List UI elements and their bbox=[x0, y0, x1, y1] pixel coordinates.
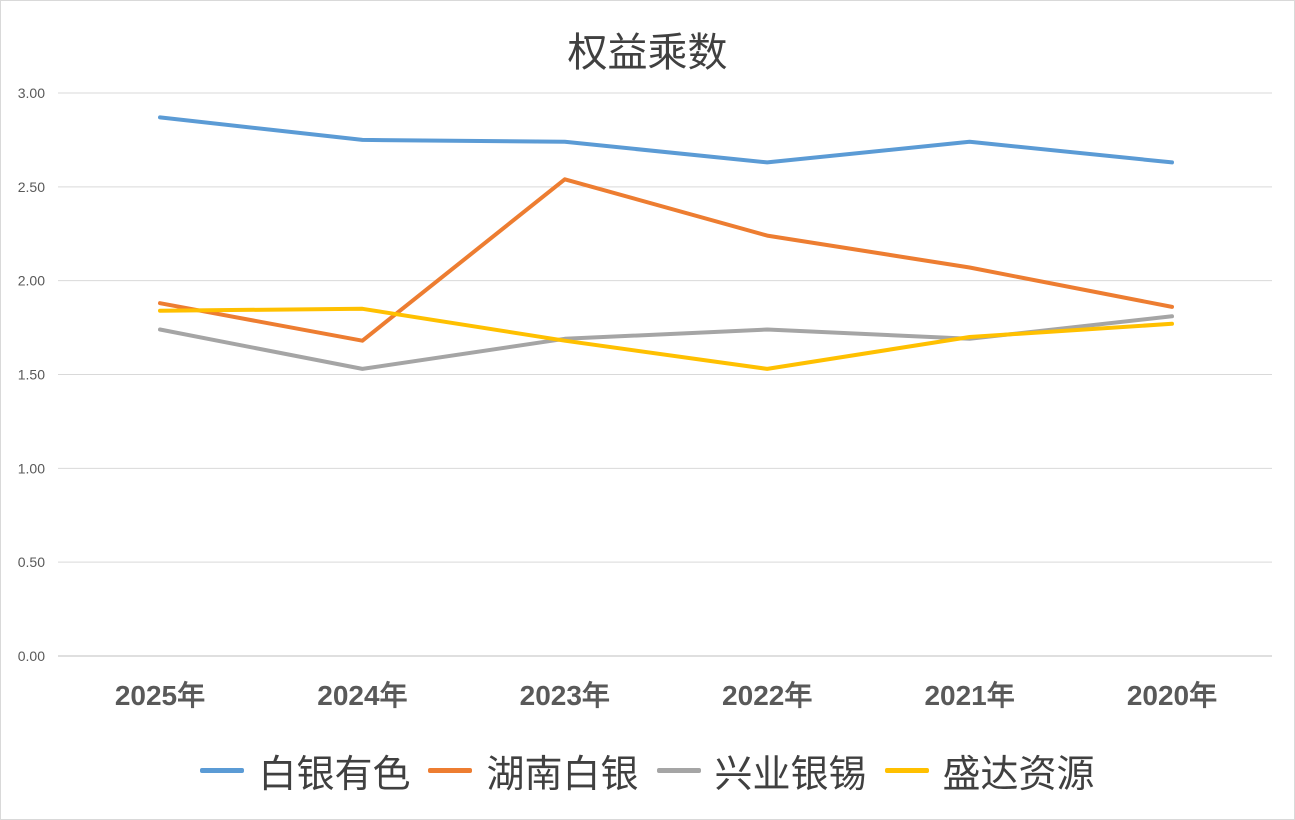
series-line-2 bbox=[158, 314, 1174, 371]
y-axis-ticks: 0.00 0.50 1.00 1.50 2.00 2.50 3.00 bbox=[18, 85, 45, 664]
series-line-3 bbox=[158, 306, 1174, 371]
legend: 白银有色 湖南白银 兴业银锡 盛达资源 bbox=[0, 742, 1295, 798]
y-tick-label: 0.50 bbox=[18, 554, 45, 570]
y-tick-label: 0.00 bbox=[18, 648, 45, 664]
plot-area: 0.000.501.001.502.002.503.00 2025年 2024年 2… bbox=[18, 85, 1272, 711]
legend-swatch bbox=[200, 767, 245, 773]
y-tick-label: 1.50 bbox=[18, 367, 45, 383]
x-axis-ticks: 2025年 2024年 2023年 2022年 2021年 2020年 bbox=[115, 679, 1217, 711]
x-tick-label: 2025年 bbox=[115, 679, 205, 711]
y-tick-label: 2.00 bbox=[18, 273, 45, 289]
legend-swatch bbox=[884, 767, 929, 773]
legend-item-2: 兴业银锡 bbox=[656, 743, 867, 798]
legend-item-3: 盛达资源 bbox=[884, 743, 1095, 798]
legend-item-0: 白银有色 bbox=[200, 743, 410, 798]
legend-swatch bbox=[428, 767, 473, 773]
y-tick-label: 2.50 bbox=[18, 179, 45, 195]
series-line-0 bbox=[158, 115, 1174, 165]
legend-item-1: 湖南白银 bbox=[428, 743, 639, 798]
legend-label: 湖南白银 bbox=[486, 751, 639, 796]
gridlines bbox=[58, 92, 1272, 657]
legend-label: 白银有色 bbox=[258, 751, 411, 796]
x-tick-label: 2023年 bbox=[520, 679, 610, 711]
legend-swatch bbox=[656, 767, 701, 773]
x-tick-label: 2021年 bbox=[924, 679, 1014, 711]
y-tick-label: 1.00 bbox=[18, 460, 45, 476]
series-line-1 bbox=[158, 177, 1174, 343]
x-tick-label: 2024年 bbox=[317, 679, 407, 711]
legend-label: 兴业银锡 bbox=[714, 751, 867, 796]
x-tick-label: 2022年 bbox=[722, 679, 812, 711]
legend-label: 盛达资源 bbox=[942, 751, 1095, 796]
series-lines bbox=[158, 115, 1174, 371]
y-tick-label: 3.00 bbox=[18, 85, 45, 101]
x-tick-label: 2020年 bbox=[1127, 679, 1217, 711]
chart-title: 权益乘数 bbox=[567, 30, 728, 76]
